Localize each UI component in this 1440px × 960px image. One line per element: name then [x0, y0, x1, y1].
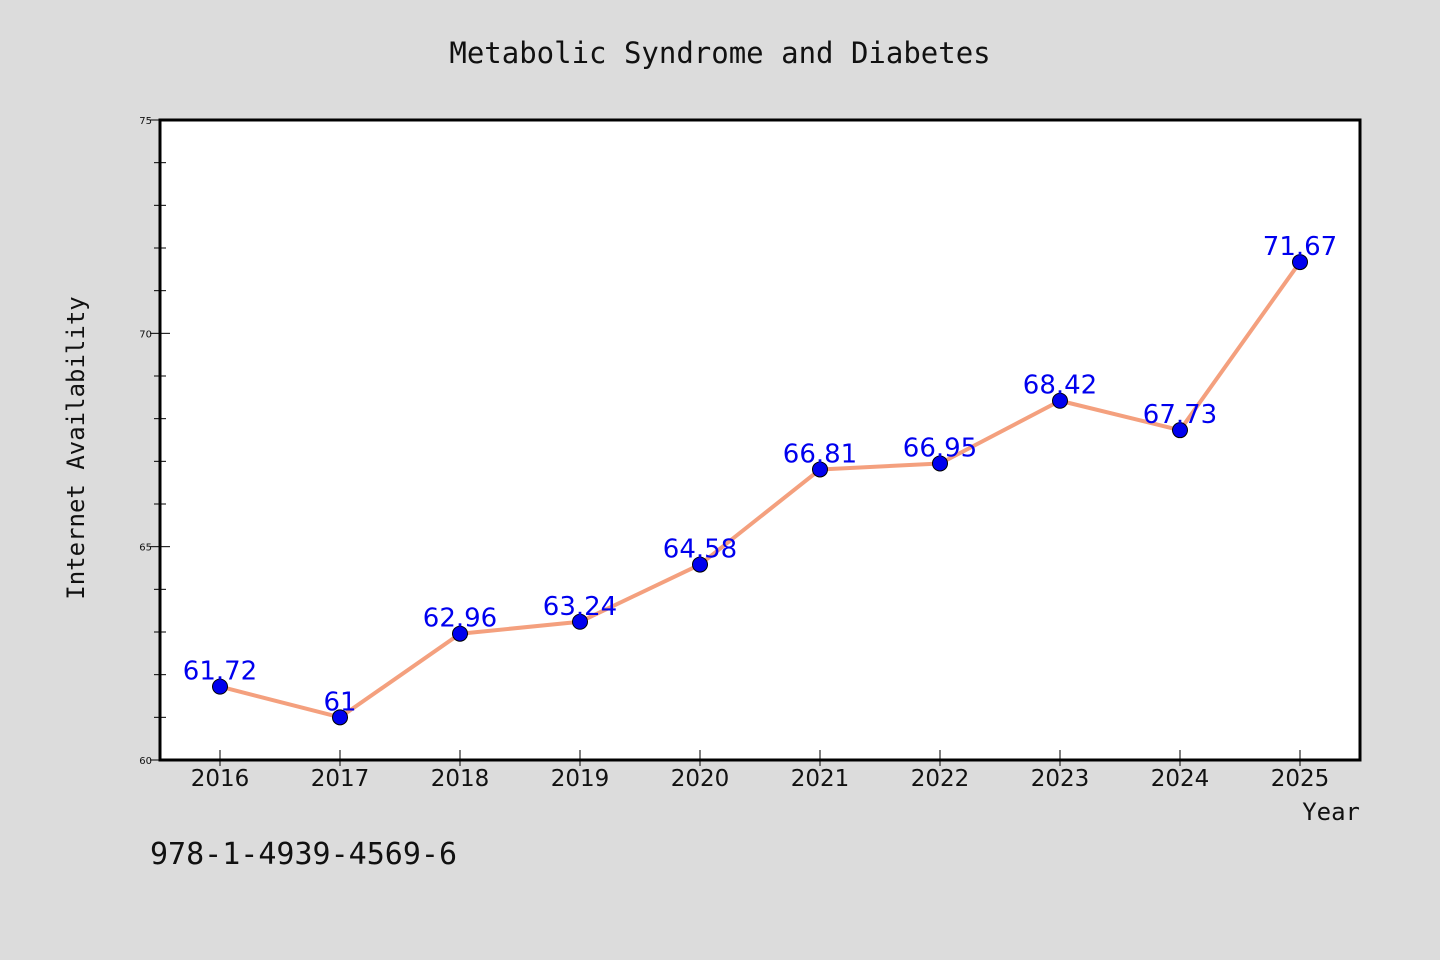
data-label: 68.42	[1023, 371, 1097, 401]
data-point	[452, 625, 468, 642]
y-tick-label: 65	[139, 543, 152, 554]
x-tick-label: 2023	[1031, 766, 1090, 792]
x-axis-ticks: 2016 2017 2018 2019 2020 2021 2022 2023 2024 2025	[191, 750, 1330, 792]
series-line	[218, 260, 1302, 720]
data-point	[932, 455, 948, 472]
y-tick-label: 60	[139, 756, 152, 767]
y-tick-label: 75	[139, 116, 152, 127]
data-point	[332, 709, 348, 726]
data-labels: 61.72 61 62.96 63.24 64.58 66.81 66.95 68.42 67.…	[183, 232, 1337, 717]
data-label: 61.72	[183, 657, 257, 687]
data-label: 63.24	[543, 592, 617, 622]
x-tick-label: 2018	[431, 766, 490, 792]
x-tick-label: 2025	[1271, 766, 1330, 792]
plot-area	[160, 120, 1360, 760]
x-tick-label: 2017	[311, 766, 370, 792]
x-tick-label: 2024	[1151, 766, 1210, 792]
data-label: 61	[323, 687, 356, 717]
series-line-group	[218, 260, 1302, 720]
data-label: 66.81	[783, 439, 857, 469]
x-tick-label: 2019	[551, 766, 610, 792]
x-axis-label: Year	[1302, 798, 1360, 826]
data-point	[1172, 422, 1188, 439]
footnote-isbn: 978-1-4939-4569-6	[150, 837, 457, 872]
data-point	[1292, 254, 1308, 271]
data-point	[212, 678, 228, 695]
data-point	[572, 613, 588, 630]
data-label: 71.67	[1263, 232, 1337, 262]
data-label: 62.96	[423, 604, 497, 634]
chart-title: Metabolic Syndrome and Diabetes	[449, 36, 990, 70]
x-tick-label: 2022	[911, 766, 970, 792]
data-point	[692, 556, 708, 573]
data-point	[812, 461, 828, 478]
y-tick-label: 70	[139, 329, 152, 340]
x-tick-label: 2021	[791, 766, 850, 792]
data-label: 64.58	[663, 535, 737, 565]
x-tick-label: 2016	[191, 766, 250, 792]
data-label: 66.95	[903, 433, 977, 463]
series-points	[212, 254, 1308, 726]
data-label: 67.73	[1143, 400, 1217, 430]
x-tick-label: 2020	[671, 766, 730, 792]
y-axis-label: Internet Availability	[62, 296, 90, 599]
plot-frame	[158, 118, 1362, 762]
data-point	[1052, 392, 1068, 409]
